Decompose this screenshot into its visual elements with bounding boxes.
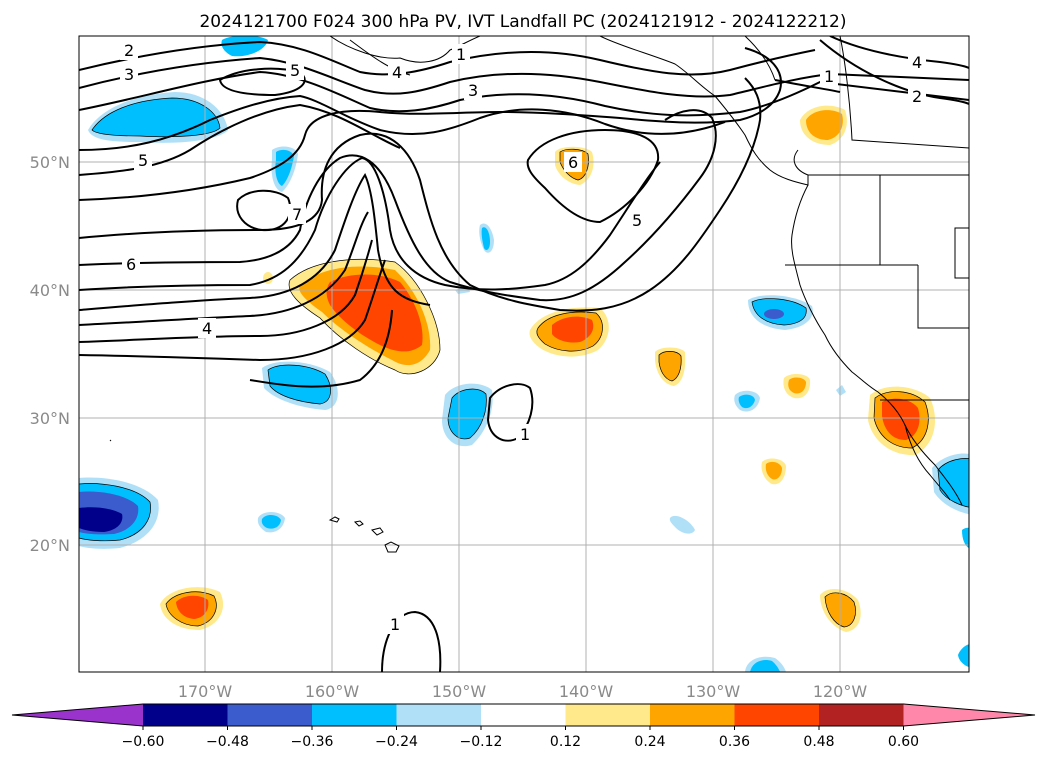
contour-label: 4 xyxy=(392,63,402,82)
negative-anomaly-field xyxy=(481,227,490,250)
lon-label: 150°W xyxy=(432,682,487,701)
contour-label: 7 xyxy=(292,205,302,224)
longitude-labels: 170°W 160°W 150°W 140°W 130°W 120°W xyxy=(178,682,868,701)
colorbar-segment xyxy=(312,704,397,726)
colorbar-extend-min xyxy=(12,704,143,726)
map-frame xyxy=(78,35,970,673)
negative-anomaly-field xyxy=(448,389,487,439)
negative-anomaly-field xyxy=(92,98,220,137)
contour-label: 6 xyxy=(568,153,578,172)
contour-label: 1 xyxy=(824,67,834,86)
negative-anomaly-field xyxy=(750,660,780,672)
colorbar-segment xyxy=(481,704,566,726)
lat-label: 40°N xyxy=(30,281,70,300)
contour-label: 1 xyxy=(390,615,400,634)
contour-label: 1 xyxy=(520,425,530,444)
colorbar-tick-label: −0.48 xyxy=(206,734,249,750)
contour-label: 5 xyxy=(290,61,300,80)
colorbar: −0.60 −0.48 −0.36 −0.24 −0.12 0.12 0.24 0.36 0.4… xyxy=(11,703,1036,750)
negative-anomaly-field xyxy=(938,458,969,508)
coastlines xyxy=(109,36,969,553)
colorbar-extend-max xyxy=(903,704,1035,726)
colorbar-tick-label: −0.12 xyxy=(460,734,503,750)
colorbar-tick-label: −0.24 xyxy=(375,734,418,750)
colorbar-tick-label: 0.36 xyxy=(719,734,750,750)
contour-label: 3 xyxy=(468,81,478,100)
colorbar-tick-label: 0.24 xyxy=(634,734,665,750)
negative-anomaly-field xyxy=(669,515,695,534)
contour-label: 4 xyxy=(202,319,212,338)
pv-contours xyxy=(79,36,969,672)
lat-label: 20°N xyxy=(30,536,70,555)
colorbar-segment xyxy=(650,704,735,726)
contour-label: 5 xyxy=(138,151,148,170)
lon-label: 140°W xyxy=(559,682,614,701)
negative-anomaly-field xyxy=(962,527,969,549)
latitude-labels: 50°N 40°N 30°N 20°N xyxy=(30,153,70,555)
contour-label: 2 xyxy=(912,87,922,106)
positive-anomaly-field xyxy=(806,110,843,140)
contour-label: 6 xyxy=(126,255,136,274)
lon-label: 160°W xyxy=(305,682,360,701)
lon-label: 120°W xyxy=(813,682,868,701)
lon-label: 130°W xyxy=(686,682,741,701)
contour-label: 2 xyxy=(124,41,134,60)
negative-anomaly-field xyxy=(79,507,123,532)
colorbar-segment xyxy=(819,704,904,726)
negative-anomaly-field xyxy=(958,644,969,668)
contour-labels: 2 3 5 1 4 3 1 4 2 5 6 7 6 4 xyxy=(120,40,926,634)
colorbar-segment xyxy=(565,704,651,726)
graticule xyxy=(79,36,969,672)
colorbar-segment xyxy=(227,704,313,726)
contour-label: 1 xyxy=(456,45,466,64)
lon-label: 170°W xyxy=(178,682,233,701)
positive-anomaly-field xyxy=(176,595,209,619)
colorbar-segment xyxy=(143,704,228,726)
positive-anomaly-field xyxy=(659,351,682,381)
colorbar-segment xyxy=(396,704,482,726)
colorbar-tick-label: 0.12 xyxy=(550,734,581,750)
lat-label: 50°N xyxy=(30,153,70,172)
negative-anomaly-field xyxy=(764,309,784,319)
positive-anomaly-field xyxy=(788,377,806,394)
positive-anomaly-field xyxy=(882,398,920,440)
colorbar-tick-label: −0.60 xyxy=(122,734,165,750)
negative-anomaly-field xyxy=(268,365,331,404)
positive-anomaly-field xyxy=(552,316,594,343)
colorbar-segment xyxy=(734,704,820,726)
colorbar-tick-label: 0.60 xyxy=(888,734,919,750)
contour-label: 3 xyxy=(124,65,134,84)
map-title: 2024121700 F024 300 hPa PV, IVT Landfall… xyxy=(199,12,846,32)
contour-label: 5 xyxy=(632,211,642,230)
negative-anomaly-field xyxy=(221,36,268,57)
lat-label: 30°N xyxy=(30,409,70,428)
negative-anomaly-field xyxy=(738,394,755,409)
contour-label: 4 xyxy=(912,53,922,72)
colorbar-tick-label: −0.36 xyxy=(291,734,334,750)
negative-anomaly-field xyxy=(836,385,846,396)
colorbar-tick-label: 0.48 xyxy=(803,734,834,750)
negative-anomaly-field xyxy=(261,514,281,529)
map-panel: 2 3 5 1 4 3 1 4 2 5 6 7 6 4 xyxy=(79,36,969,672)
positive-anomaly-field xyxy=(765,461,782,480)
